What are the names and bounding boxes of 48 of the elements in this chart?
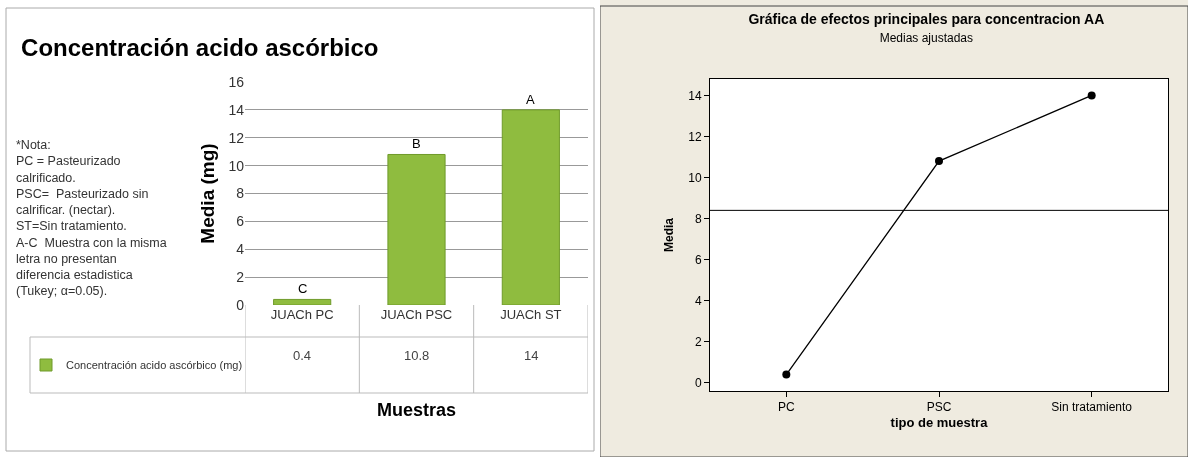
y-tick-label: 2 xyxy=(236,269,245,286)
bar xyxy=(387,153,446,305)
text: A-C Muestra con la misma letra no presentan diferencia estadistica (Tukey; α=0.05). xyxy=(16,235,167,299)
y-tick-label: 10 xyxy=(228,157,245,174)
text: PSC= Pasteurizado sin calrificar. (nectar). xyxy=(16,186,149,217)
x-tick-label: PSC xyxy=(926,400,952,415)
data-label: 14 xyxy=(524,348,539,363)
annotation: A xyxy=(526,92,535,107)
y-axis-title: Media (mg) xyxy=(197,143,219,244)
chart-subtitle: Medias ajustadas xyxy=(879,31,974,46)
chart-title: Gráfica de efectos principales para concentracion AA xyxy=(748,11,1105,27)
y-tick-label: 2 xyxy=(694,334,702,349)
y-tick-label: 0 xyxy=(694,375,702,390)
y-tick-label: 4 xyxy=(236,241,245,258)
point xyxy=(935,157,943,166)
y-tick-label: 6 xyxy=(236,213,245,230)
y-tick-label: 0 xyxy=(236,296,245,313)
y-tick-label: 8 xyxy=(236,185,245,202)
x-tick-label: PC xyxy=(777,400,795,415)
text: ST=Sin tratamiento. xyxy=(16,219,127,234)
y-tick-label: 10 xyxy=(688,170,702,185)
y-tick-label: 8 xyxy=(694,211,702,226)
bar xyxy=(273,298,332,305)
y-axis-title: Media xyxy=(661,217,676,253)
text: PC = Pasteurizado calrificado. xyxy=(16,154,121,185)
bar xyxy=(501,109,560,305)
x-tick-label: JUACh ST xyxy=(500,307,562,322)
text: *Nota: xyxy=(16,138,51,152)
annotation: C xyxy=(298,281,308,296)
x-axis-title: tipo de muestra xyxy=(890,415,989,430)
y-tick-label: 4 xyxy=(694,293,702,308)
point xyxy=(782,370,791,379)
y-tick-label: 14 xyxy=(688,88,702,103)
data-label: 0.4 xyxy=(293,348,312,363)
y-tick-label: 12 xyxy=(228,129,245,146)
x-tick-label: JUACh PSC xyxy=(380,307,453,322)
y-tick-label: 12 xyxy=(688,129,702,144)
annotation: B xyxy=(412,136,421,151)
y-tick-label: 16 xyxy=(228,73,245,90)
y-tick-label: 6 xyxy=(694,252,702,267)
y-tick-label: 14 xyxy=(228,101,245,118)
x-axis-title: Muestras xyxy=(376,400,457,421)
x-tick-label: JUACh PC xyxy=(270,307,334,322)
chart-title: Concentración acido ascórbico xyxy=(21,34,379,62)
x-tick-label: Sin tratamiento xyxy=(1051,400,1133,415)
point xyxy=(1087,91,1096,100)
legend-label: Concentración acido ascórbico (mg) xyxy=(66,359,243,372)
data-label: 10.8 xyxy=(404,348,430,363)
